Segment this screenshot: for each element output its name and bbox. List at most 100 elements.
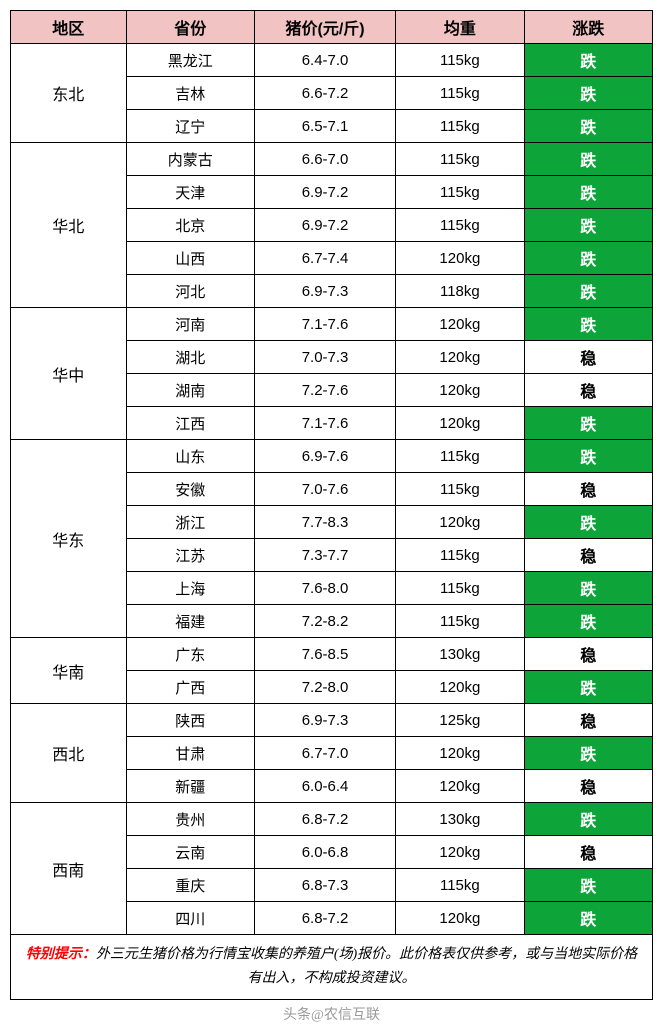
- weight-cell: 130kg: [396, 638, 524, 671]
- price-cell: 6.8-7.2: [254, 803, 395, 836]
- trend-cell: 跌: [524, 143, 652, 176]
- price-cell: 6.8-7.2: [254, 902, 395, 935]
- price-cell: 7.2-8.2: [254, 605, 395, 638]
- province-cell: 湖北: [126, 341, 254, 374]
- region-cell: 华中: [11, 308, 127, 440]
- weight-cell: 115kg: [396, 473, 524, 506]
- trend-cell: 跌: [524, 308, 652, 341]
- watermark: 头条@农信互联: [10, 1004, 653, 1024]
- province-cell: 安徽: [126, 473, 254, 506]
- weight-cell: 115kg: [396, 539, 524, 572]
- weight-cell: 120kg: [396, 737, 524, 770]
- weight-cell: 118kg: [396, 275, 524, 308]
- weight-cell: 115kg: [396, 110, 524, 143]
- table-row: 华中河南7.1-7.6120kg跌: [11, 308, 653, 341]
- weight-cell: 115kg: [396, 176, 524, 209]
- header-region: 地区: [11, 11, 127, 44]
- pig-price-table: 地区 省份 猪价(元/斤) 均重 涨跌 东北黑龙江6.4-7.0115kg跌吉林…: [10, 10, 653, 1000]
- price-cell: 7.1-7.6: [254, 407, 395, 440]
- trend-cell: 稳: [524, 638, 652, 671]
- trend-cell: 跌: [524, 440, 652, 473]
- price-cell: 6.9-7.2: [254, 176, 395, 209]
- province-cell: 江西: [126, 407, 254, 440]
- price-cell: 6.5-7.1: [254, 110, 395, 143]
- trend-cell: 跌: [524, 902, 652, 935]
- weight-cell: 115kg: [396, 869, 524, 902]
- price-cell: 6.9-7.6: [254, 440, 395, 473]
- price-cell: 6.4-7.0: [254, 44, 395, 77]
- price-cell: 7.1-7.6: [254, 308, 395, 341]
- weight-cell: 115kg: [396, 209, 524, 242]
- region-cell: 华南: [11, 638, 127, 704]
- province-cell: 重庆: [126, 869, 254, 902]
- header-price: 猪价(元/斤): [254, 11, 395, 44]
- province-cell: 广西: [126, 671, 254, 704]
- weight-cell: 115kg: [396, 605, 524, 638]
- price-cell: 7.6-8.5: [254, 638, 395, 671]
- trend-cell: 跌: [524, 803, 652, 836]
- trend-cell: 跌: [524, 209, 652, 242]
- province-cell: 浙江: [126, 506, 254, 539]
- price-cell: 6.6-7.0: [254, 143, 395, 176]
- price-cell: 6.6-7.2: [254, 77, 395, 110]
- trend-cell: 跌: [524, 506, 652, 539]
- province-cell: 江苏: [126, 539, 254, 572]
- trend-cell: 跌: [524, 737, 652, 770]
- province-cell: 黑龙江: [126, 44, 254, 77]
- province-cell: 陕西: [126, 704, 254, 737]
- price-cell: 7.3-7.7: [254, 539, 395, 572]
- weight-cell: 120kg: [396, 770, 524, 803]
- weight-cell: 115kg: [396, 440, 524, 473]
- province-cell: 山东: [126, 440, 254, 473]
- province-cell: 四川: [126, 902, 254, 935]
- table-row: 华南广东7.6-8.5130kg稳: [11, 638, 653, 671]
- province-cell: 云南: [126, 836, 254, 869]
- region-cell: 西北: [11, 704, 127, 803]
- price-cell: 7.7-8.3: [254, 506, 395, 539]
- weight-cell: 115kg: [396, 77, 524, 110]
- trend-cell: 跌: [524, 176, 652, 209]
- province-cell: 吉林: [126, 77, 254, 110]
- weight-cell: 120kg: [396, 308, 524, 341]
- province-cell: 湖南: [126, 374, 254, 407]
- header-trend: 涨跌: [524, 11, 652, 44]
- province-cell: 河南: [126, 308, 254, 341]
- price-cell: 6.0-6.8: [254, 836, 395, 869]
- price-cell: 6.9-7.3: [254, 704, 395, 737]
- price-cell: 7.0-7.3: [254, 341, 395, 374]
- province-cell: 天津: [126, 176, 254, 209]
- region-cell: 华东: [11, 440, 127, 638]
- price-cell: 7.2-8.0: [254, 671, 395, 704]
- price-cell: 7.6-8.0: [254, 572, 395, 605]
- province-cell: 辽宁: [126, 110, 254, 143]
- trend-cell: 跌: [524, 572, 652, 605]
- trend-cell: 稳: [524, 473, 652, 506]
- province-cell: 福建: [126, 605, 254, 638]
- trend-cell: 跌: [524, 110, 652, 143]
- note-text: 外三元生猪价格为行情宝收集的养殖户(场)报价。此价格表仅供参考，或与当地实际价格…: [96, 947, 637, 986]
- weight-cell: 120kg: [396, 506, 524, 539]
- province-cell: 甘肃: [126, 737, 254, 770]
- header-province: 省份: [126, 11, 254, 44]
- header-row: 地区 省份 猪价(元/斤) 均重 涨跌: [11, 11, 653, 44]
- province-cell: 山西: [126, 242, 254, 275]
- trend-cell: 跌: [524, 671, 652, 704]
- weight-cell: 120kg: [396, 407, 524, 440]
- header-weight: 均重: [396, 11, 524, 44]
- province-cell: 上海: [126, 572, 254, 605]
- trend-cell: 跌: [524, 407, 652, 440]
- trend-cell: 稳: [524, 770, 652, 803]
- price-cell: 6.7-7.4: [254, 242, 395, 275]
- table-row: 华东山东6.9-7.6115kg跌: [11, 440, 653, 473]
- region-cell: 东北: [11, 44, 127, 143]
- price-cell: 6.8-7.3: [254, 869, 395, 902]
- note-row: 特别提示：外三元生猪价格为行情宝收集的养殖户(场)报价。此价格表仅供参考，或与当…: [11, 935, 653, 1000]
- price-cell: 6.7-7.0: [254, 737, 395, 770]
- price-cell: 6.9-7.2: [254, 209, 395, 242]
- weight-cell: 115kg: [396, 143, 524, 176]
- trend-cell: 稳: [524, 836, 652, 869]
- trend-cell: 跌: [524, 605, 652, 638]
- trend-cell: 稳: [524, 341, 652, 374]
- weight-cell: 120kg: [396, 341, 524, 374]
- trend-cell: 跌: [524, 44, 652, 77]
